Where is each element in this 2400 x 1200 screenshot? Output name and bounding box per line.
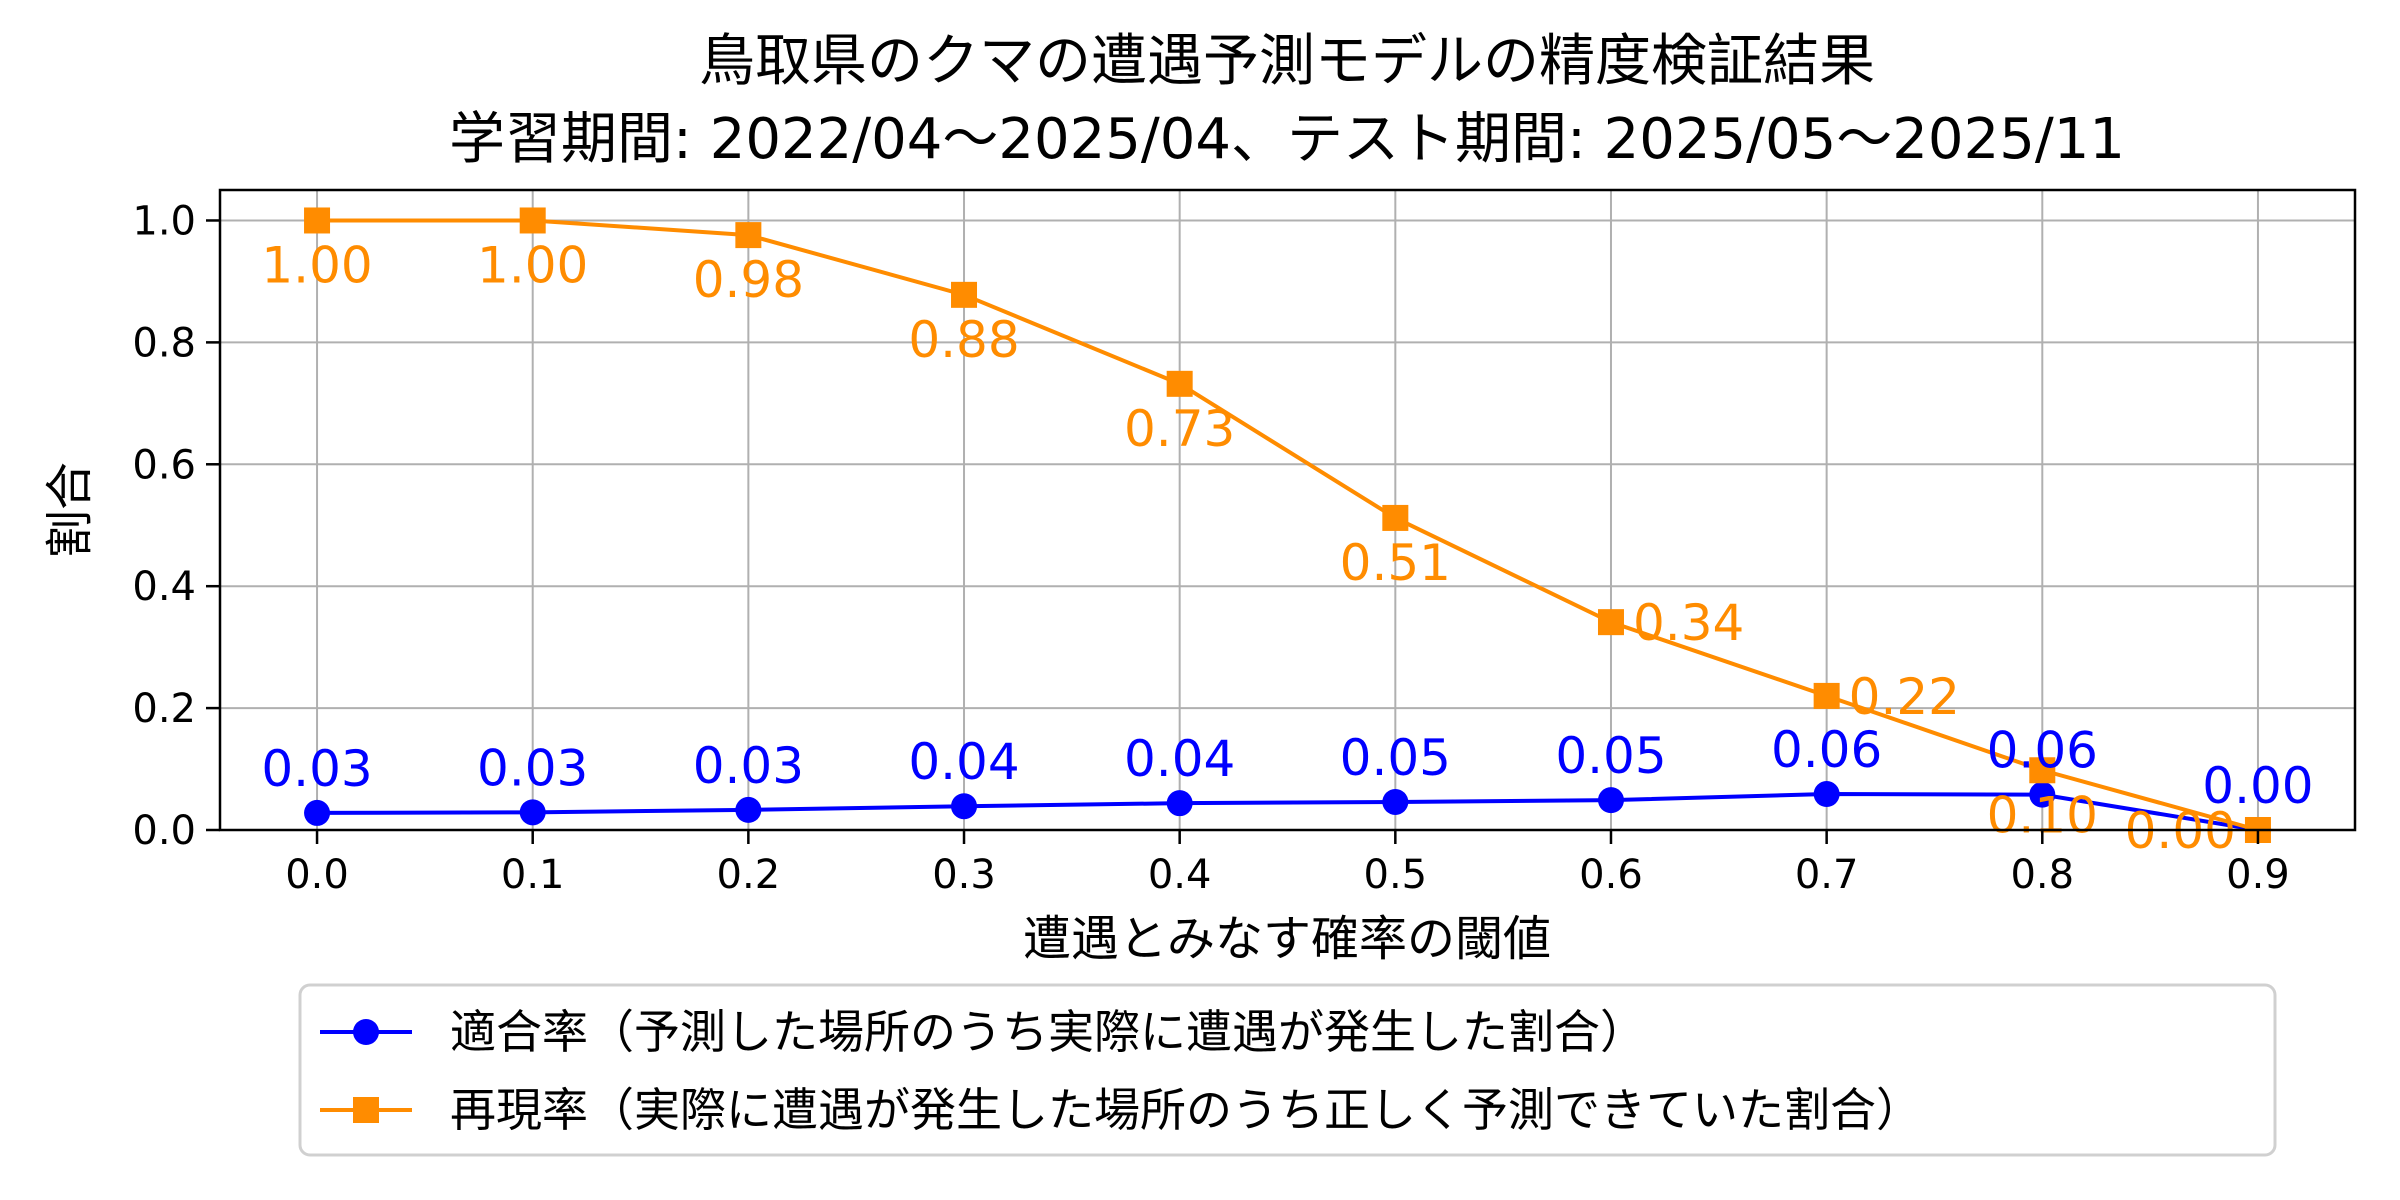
legend-label-precision: 適合率（予測した場所のうち実際に遭遇が発生した割合） (450, 1005, 1646, 1059)
data-point (951, 793, 978, 820)
data-point (519, 799, 546, 826)
data-label: 0.06 (1987, 722, 2098, 780)
data-label: 0.05 (1340, 729, 1451, 787)
data-label: 0.03 (261, 740, 372, 798)
x-tick-label: 0.0 (285, 852, 349, 898)
data-label: 0.00 (2202, 757, 2313, 815)
data-point (304, 207, 331, 234)
data-label: 0.05 (1555, 727, 1666, 785)
legend: 適合率（予測した場所のうち実際に遭遇が発生した割合） 再現率（実際に遭遇が発生し… (298, 983, 2277, 1157)
data-label: 1.00 (261, 236, 372, 294)
data-point (1166, 370, 1193, 397)
data-label: 0.04 (1124, 730, 1235, 788)
data-label: 0.34 (1633, 594, 1744, 652)
data-point (304, 799, 331, 826)
x-tick-label: 0.3 (932, 852, 996, 898)
x-tick-label: 0.8 (2010, 852, 2074, 898)
data-point (2029, 757, 2056, 784)
y-tick-label: 0.2 (132, 686, 196, 732)
data-point (1597, 609, 1624, 636)
ticks: 0.0 0.1 0.2 0.3 0.4 0.5 0.6 0.7 0.8 0.9 0.0 0.2 0.4 0… (132, 198, 2289, 898)
data-label: 0.22 (1849, 668, 1960, 726)
series-layer (304, 207, 2271, 843)
data-point (951, 281, 978, 308)
data-point (1813, 781, 1840, 808)
legend-marker-circle (353, 1019, 379, 1045)
data-labels: 0.03 0.03 0.03 0.04 0.04 0.05 0.05 0.06 0.06 0.00… (261, 236, 2313, 860)
data-point (1382, 504, 1409, 531)
x-axis-label: 遭遇とみなす確率の閾値 (1023, 911, 1551, 967)
x-tick-label: 0.1 (501, 852, 565, 898)
y-tick-label: 0.8 (132, 320, 196, 366)
x-tick-label: 0.6 (1579, 852, 1643, 898)
data-point (2029, 781, 2056, 808)
data-label: 0.51 (1340, 534, 1451, 592)
data-point (1813, 682, 1840, 709)
x-tick-label: 0.7 (1795, 852, 1859, 898)
y-axis-label: 割合 (42, 462, 98, 558)
data-point (1382, 788, 1409, 815)
x-tick-label: 0.9 (2226, 852, 2290, 898)
y-tick-label: 0.0 (132, 808, 196, 854)
data-point (735, 796, 762, 823)
plot-frame (218, 188, 2357, 832)
chart-title: 鳥取県のクマの遭遇予測モデルの精度検証結果 (699, 29, 1875, 94)
data-label: 0.73 (1124, 400, 1235, 458)
legend-label-recall: 再現率（実際に遭遇が発生した場所のうち正しく予測できていた割合） (450, 1083, 1922, 1137)
y-tick-label: 0.4 (132, 564, 196, 610)
series-line-1 (317, 218, 2259, 832)
data-label: 0.88 (908, 311, 1019, 369)
data-point (1597, 787, 1624, 814)
chart-subtitle: 学習期間: 2022/04〜2025/04、テスト期間: 2025/05〜202… (449, 107, 2125, 172)
series-line-0 (317, 792, 2259, 832)
data-label: 0.98 (693, 251, 804, 309)
y-tick-label: 1.0 (132, 198, 196, 244)
data-point (735, 222, 762, 249)
x-tick-label: 0.5 (1364, 852, 1428, 898)
x-tick-label: 0.4 (1148, 852, 1212, 898)
data-label: 0.03 (477, 739, 588, 797)
x-tick-label: 0.2 (717, 852, 781, 898)
data-label: 0.06 (1771, 721, 1882, 779)
y-tick-label: 0.6 (132, 442, 196, 488)
data-point (1166, 790, 1193, 817)
data-label: 0.04 (908, 733, 1019, 791)
data-label: 0.03 (693, 737, 804, 795)
data-label: 1.00 (477, 236, 588, 294)
legend-box (298, 983, 2277, 1157)
data-point (519, 207, 546, 234)
legend-marker-square (353, 1097, 379, 1123)
